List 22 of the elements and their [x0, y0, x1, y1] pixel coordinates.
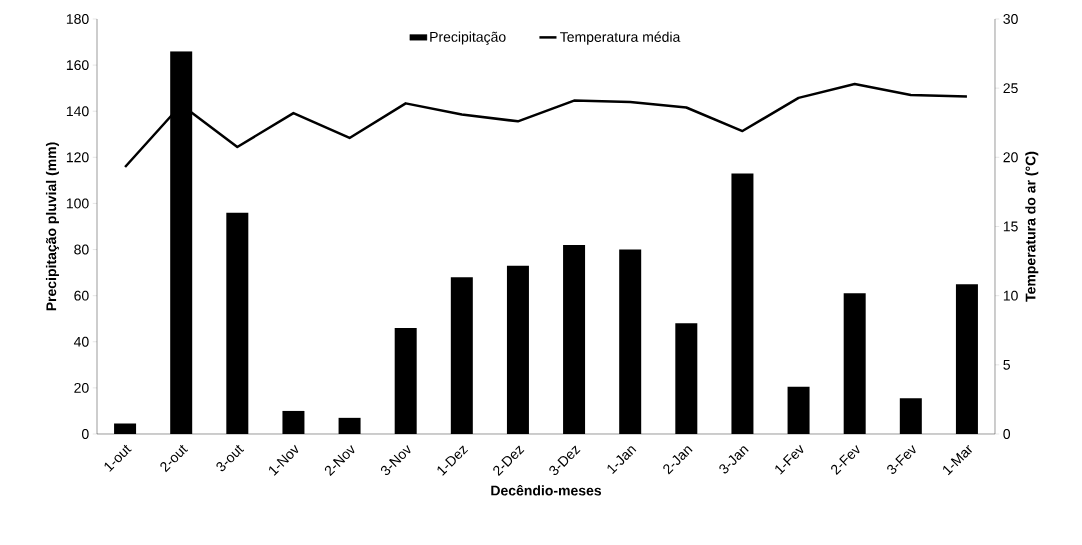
y2-tick-label: 15	[1003, 221, 1018, 232]
y-tick-label: 20	[74, 382, 89, 393]
y2-tick-label: 30	[1003, 14, 1018, 24]
y2-axis-title: Temperatura do ar (°C)	[1025, 151, 1039, 302]
y2-tick-label: 0	[1003, 429, 1011, 439]
y-tick-label: 120	[66, 152, 89, 163]
y-tick-label: 140	[66, 106, 89, 117]
y-tick-label: 160	[66, 60, 89, 71]
legend-label: Precipitação	[430, 31, 506, 45]
y-tick-label: 100	[66, 198, 89, 209]
y-tick-label: 180	[66, 14, 89, 24]
y-tick-label: 0	[81, 429, 89, 439]
y-tick-label: 60	[74, 290, 89, 301]
y2-tick-label: 25	[1003, 83, 1018, 94]
y-tick-label: 80	[74, 244, 89, 255]
y2-tick-label: 5	[1003, 359, 1010, 370]
y2-tick-label: 20	[1003, 152, 1018, 163]
y-tick-label: 40	[73, 336, 89, 347]
y-axis-title: Precipitação pluvial (mm)	[45, 142, 59, 311]
y2-tick-label: 10	[1003, 290, 1018, 301]
legend-label: Temperatura média	[560, 31, 681, 45]
x-axis-title: Decêndio-meses	[491, 484, 602, 496]
